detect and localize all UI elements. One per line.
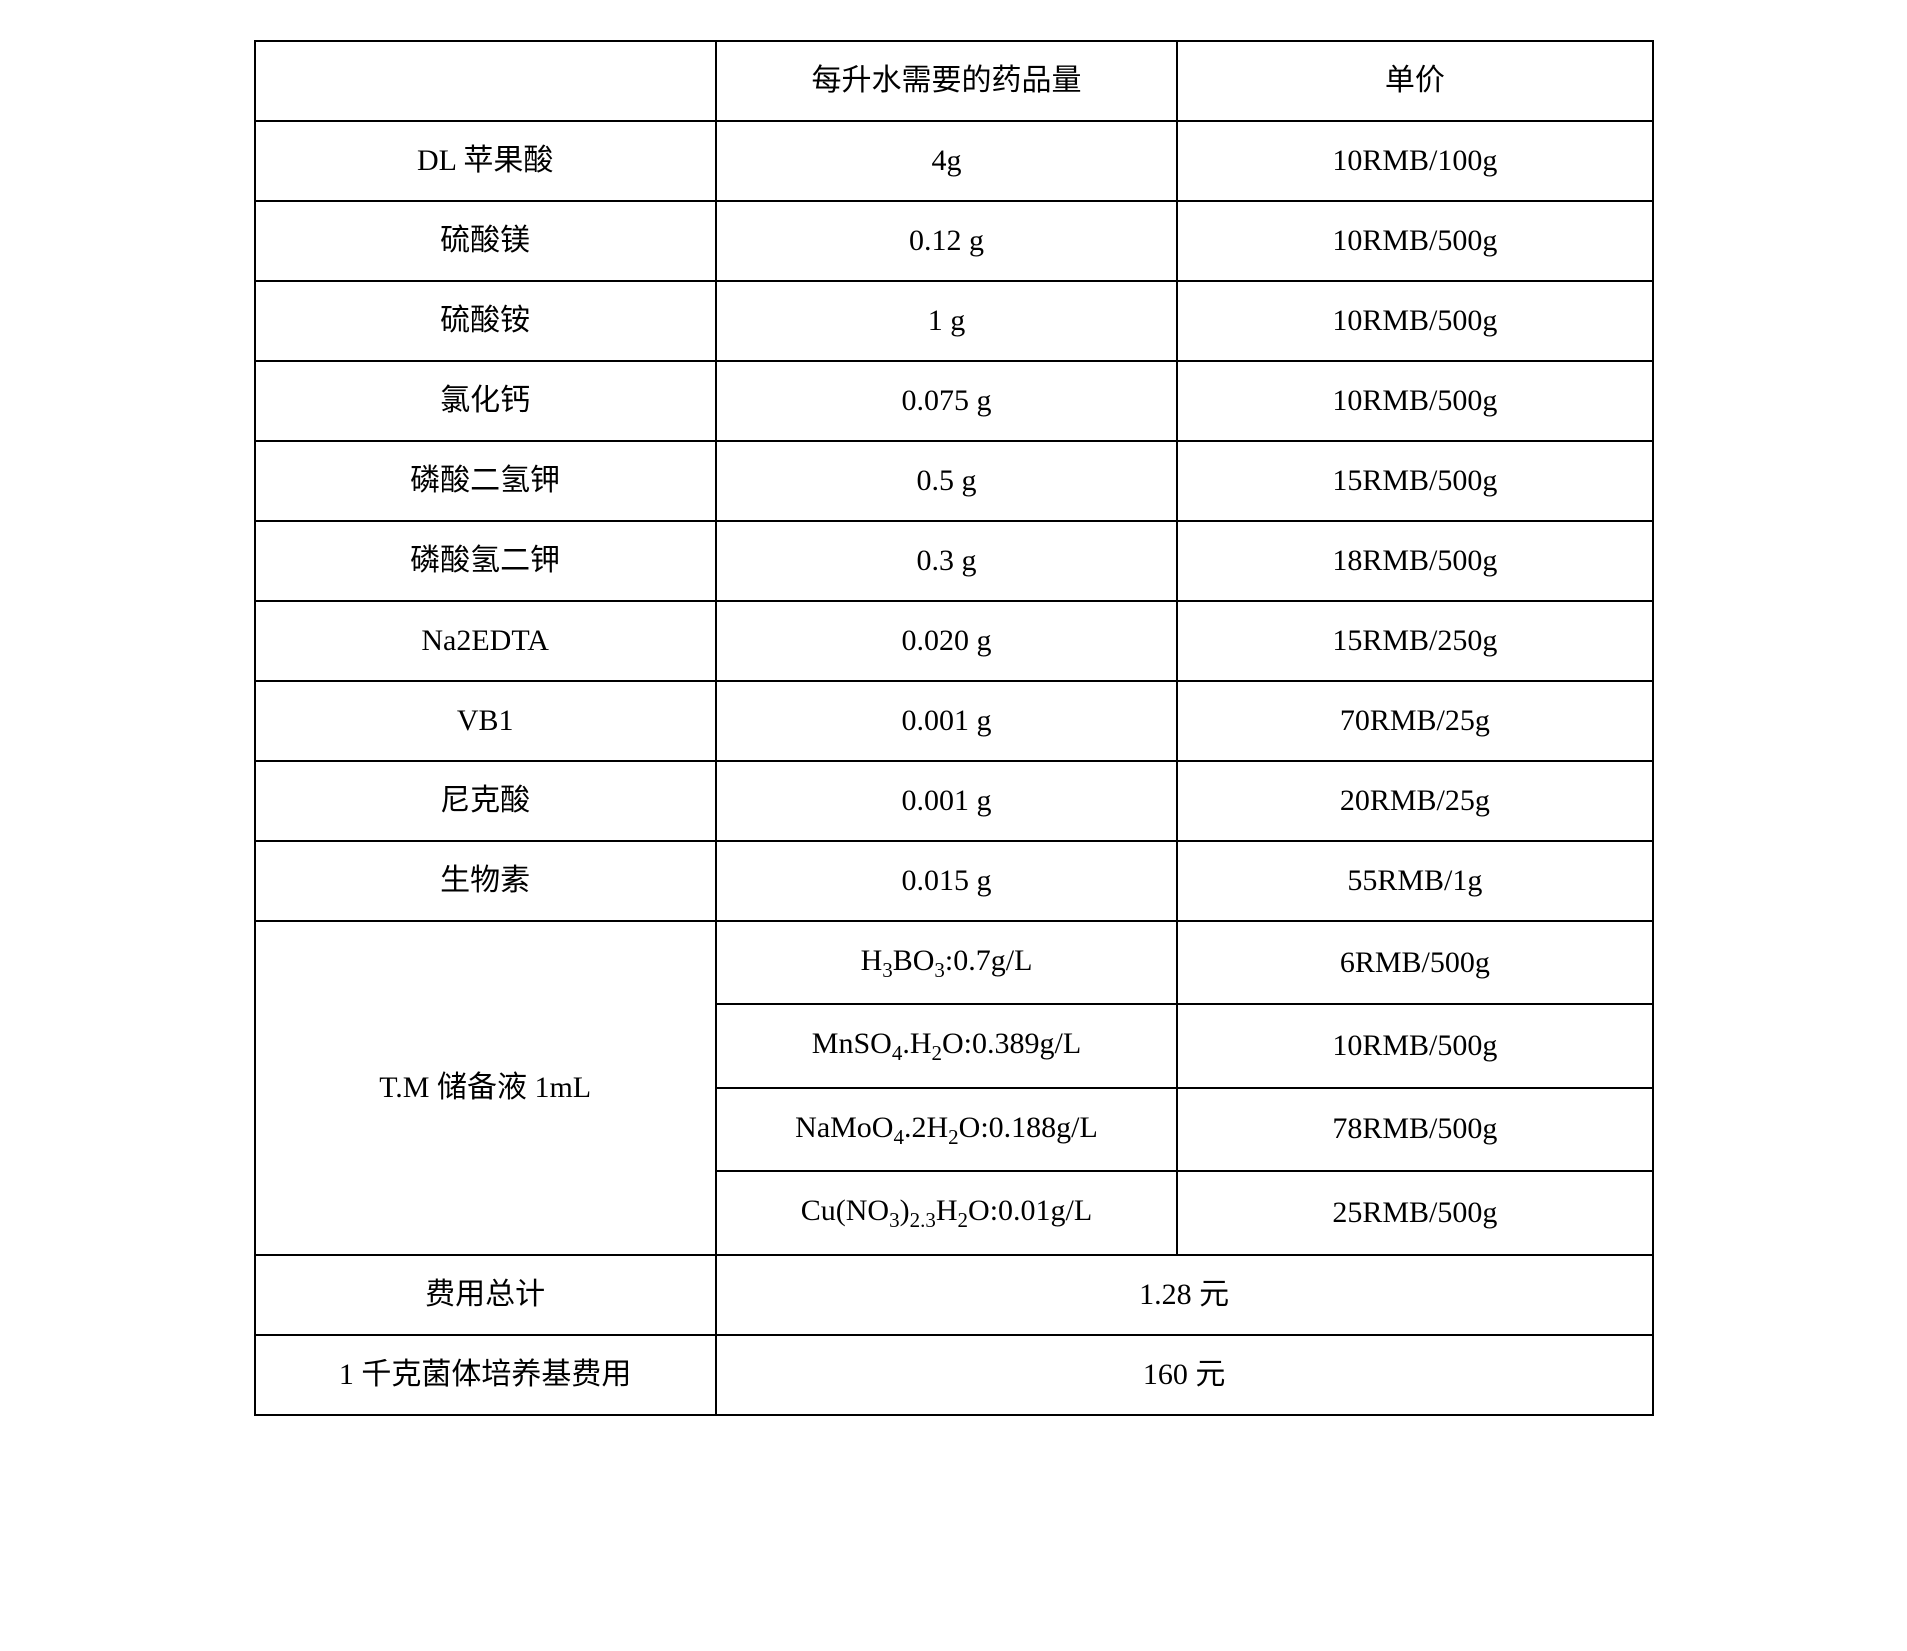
cell-price: 70RMB/25g xyxy=(1177,681,1652,761)
cell-price: 20RMB/25g xyxy=(1177,761,1652,841)
stock-item-amount: Cu(NO3)2.3H2O:0.01g/L xyxy=(716,1171,1177,1254)
cell-amount: 1 g xyxy=(716,281,1177,361)
summary-row: 费用总计 1.28 元 xyxy=(255,1255,1653,1335)
cell-amount: 0.015 g xyxy=(716,841,1177,921)
cell-name: 生物素 xyxy=(255,841,716,921)
cell-amount: 4g xyxy=(716,121,1177,201)
table-header-row: 每升水需要的药品量 单价 xyxy=(255,41,1653,121)
chemicals-cost-table-wrapper: 每升水需要的药品量 单价 DL 苹果酸 4g 10RMB/100g 硫酸镁 0.… xyxy=(254,40,1654,1416)
table-row: 氯化钙 0.075 g 10RMB/500g xyxy=(255,361,1653,441)
stock-item-price: 78RMB/500g xyxy=(1177,1088,1652,1171)
summary-value: 160 元 xyxy=(716,1335,1653,1415)
cell-amount: 0.001 g xyxy=(716,761,1177,841)
cell-name: 磷酸二氢钾 xyxy=(255,441,716,521)
table-row: 硫酸铵 1 g 10RMB/500g xyxy=(255,281,1653,361)
cell-name: VB1 xyxy=(255,681,716,761)
cell-amount: 0.020 g xyxy=(716,601,1177,681)
stock-item-amount: MnSO4.H2O:0.389g/L xyxy=(716,1004,1177,1087)
table-row: DL 苹果酸 4g 10RMB/100g xyxy=(255,121,1653,201)
summary-value: 1.28 元 xyxy=(716,1255,1653,1335)
summary-row: 1 千克菌体培养基费用 160 元 xyxy=(255,1335,1653,1415)
table-row: 尼克酸 0.001 g 20RMB/25g xyxy=(255,761,1653,841)
cell-price: 10RMB/100g xyxy=(1177,121,1652,201)
summary-label: 费用总计 xyxy=(255,1255,716,1335)
cell-amount: 0.075 g xyxy=(716,361,1177,441)
table-row: Na2EDTA 0.020 g 15RMB/250g xyxy=(255,601,1653,681)
cell-price: 55RMB/1g xyxy=(1177,841,1652,921)
cell-price: 10RMB/500g xyxy=(1177,201,1652,281)
cell-price: 15RMB/500g xyxy=(1177,441,1652,521)
table-body: 每升水需要的药品量 单价 DL 苹果酸 4g 10RMB/100g 硫酸镁 0.… xyxy=(255,41,1653,1415)
cell-name: 硫酸镁 xyxy=(255,201,716,281)
stock-item-amount: H3BO3:0.7g/L xyxy=(716,921,1177,1004)
cell-price: 10RMB/500g xyxy=(1177,281,1652,361)
cell-price: 10RMB/500g xyxy=(1177,361,1652,441)
table-row: 磷酸二氢钾 0.5 g 15RMB/500g xyxy=(255,441,1653,521)
table-row: 硫酸镁 0.12 g 10RMB/500g xyxy=(255,201,1653,281)
cell-amount: 0.5 g xyxy=(716,441,1177,521)
cell-name: 尼克酸 xyxy=(255,761,716,841)
stock-item-price: 10RMB/500g xyxy=(1177,1004,1652,1087)
cell-price: 15RMB/250g xyxy=(1177,601,1652,681)
summary-label: 1 千克菌体培养基费用 xyxy=(255,1335,716,1415)
cell-name: 氯化钙 xyxy=(255,361,716,441)
header-cell-amount: 每升水需要的药品量 xyxy=(716,41,1177,121)
chemicals-cost-table: 每升水需要的药品量 单价 DL 苹果酸 4g 10RMB/100g 硫酸镁 0.… xyxy=(254,40,1654,1416)
stock-solution-label: T.M 储备液 1mL xyxy=(255,921,716,1255)
cell-name: Na2EDTA xyxy=(255,601,716,681)
table-row: 磷酸氢二钾 0.3 g 18RMB/500g xyxy=(255,521,1653,601)
cell-amount: 0.3 g xyxy=(716,521,1177,601)
cell-name: 硫酸铵 xyxy=(255,281,716,361)
cell-name: DL 苹果酸 xyxy=(255,121,716,201)
cell-name: 磷酸氢二钾 xyxy=(255,521,716,601)
header-cell-name xyxy=(255,41,716,121)
header-cell-price: 单价 xyxy=(1177,41,1652,121)
cell-amount: 0.001 g xyxy=(716,681,1177,761)
table-row: 生物素 0.015 g 55RMB/1g xyxy=(255,841,1653,921)
cell-price: 18RMB/500g xyxy=(1177,521,1652,601)
stock-item-price: 6RMB/500g xyxy=(1177,921,1652,1004)
stock-item-price: 25RMB/500g xyxy=(1177,1171,1652,1254)
cell-amount: 0.12 g xyxy=(716,201,1177,281)
table-row: VB1 0.001 g 70RMB/25g xyxy=(255,681,1653,761)
stock-solution-row: T.M 储备液 1mL H3BO3:0.7g/L 6RMB/500g xyxy=(255,921,1653,1004)
stock-item-amount: NaMoO4.2H2O:0.188g/L xyxy=(716,1088,1177,1171)
